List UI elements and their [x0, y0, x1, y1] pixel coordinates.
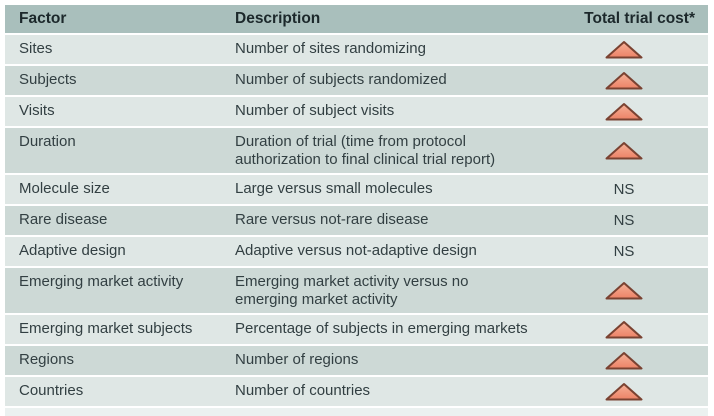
up-triangle-icon	[605, 40, 643, 58]
header-factor: Factor	[19, 10, 67, 27]
factor-cell: Emerging market activity	[19, 273, 184, 290]
description-cell: Number of subject visits	[235, 102, 395, 119]
factor-cell: Adaptive design	[19, 242, 126, 259]
cost-cell	[545, 66, 703, 95]
header-total-trial-cost: Total trial cost*	[584, 10, 695, 27]
factor-cell: Countries	[19, 382, 84, 399]
description-cell: Percentage of subjects in emerging marke…	[235, 320, 528, 337]
up-triangle-icon	[605, 102, 643, 120]
table-row: Regions Number of regions	[5, 346, 708, 375]
bottom-strip	[5, 408, 708, 416]
up-triangle-icon	[605, 320, 643, 338]
factor-cell: Emerging market subjects	[19, 320, 193, 337]
description-cell: Number of subjects randomized	[235, 71, 447, 88]
up-triangle-icon	[605, 141, 643, 159]
up-triangle-icon	[605, 71, 643, 89]
cost-cell	[545, 315, 703, 344]
table-row: Subjects Number of subjects randomized	[5, 66, 708, 95]
table-header-row: Factor Description Total trial cost*	[5, 5, 708, 33]
table-row: Duration Duration of trial (time from pr…	[5, 128, 708, 173]
description-cell: Emerging market activity versus no emerg…	[235, 273, 469, 308]
description-cell: Duration of trial (time from protocol au…	[235, 133, 496, 168]
table-row: Rare disease Rare versus not-rare diseas…	[5, 206, 708, 235]
factor-cell: Rare disease	[19, 211, 108, 228]
table-row: Emerging market activity Emerging market…	[5, 268, 708, 313]
table: Factor Description Total trial cost* Sit…	[5, 5, 708, 406]
cost-cell	[545, 97, 703, 126]
table-row: Visits Number of subject visits	[5, 97, 708, 126]
ns-label: NS	[613, 211, 635, 229]
table-row: Countries Number of countries	[5, 377, 708, 406]
header-description: Description	[235, 10, 321, 27]
table-body: Sites Number of sites randomizing Subjec…	[5, 35, 708, 406]
factor-cell: Subjects	[19, 71, 77, 88]
cost-factor-table: Factor Description Total trial cost* Sit…	[5, 5, 708, 416]
up-triangle-icon	[605, 351, 643, 369]
cost-cell	[545, 35, 703, 64]
table-row: Emerging market subjects Percentage of s…	[5, 315, 708, 344]
description-cell: Number of regions	[235, 351, 359, 368]
table-row: Molecule size Large versus small molecul…	[5, 175, 708, 204]
cost-cell	[545, 268, 703, 313]
description-cell: Number of countries	[235, 382, 371, 399]
factor-cell: Visits	[19, 102, 55, 119]
table-row: Adaptive design Adaptive versus not-adap…	[5, 237, 708, 266]
ns-label: NS	[613, 180, 635, 198]
cost-cell	[545, 346, 703, 375]
cost-cell	[545, 377, 703, 406]
factor-cell: Duration	[19, 133, 76, 150]
factor-cell: Molecule size	[19, 180, 110, 197]
cost-cell	[545, 128, 703, 173]
factor-cell: Sites	[19, 40, 53, 57]
ns-label: NS	[613, 242, 635, 260]
description-cell: Number of sites randomizing	[235, 40, 426, 57]
factor-cell: Regions	[19, 351, 75, 368]
table-row: Sites Number of sites randomizing	[5, 35, 708, 64]
description-cell: Adaptive versus not-adaptive design	[235, 242, 477, 259]
description-cell: Rare versus not-rare disease	[235, 211, 429, 228]
description-cell: Large versus small molecules	[235, 180, 433, 197]
up-triangle-icon	[605, 382, 643, 400]
up-triangle-icon	[605, 281, 643, 299]
